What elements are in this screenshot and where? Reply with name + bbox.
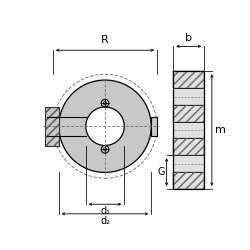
Circle shape: [59, 80, 151, 172]
Bar: [173, 122, 204, 138]
Bar: [173, 155, 204, 172]
Text: b: b: [185, 32, 192, 42]
Bar: [173, 138, 204, 155]
Bar: [151, 116, 157, 136]
Text: d₁: d₁: [100, 206, 110, 216]
Text: G: G: [157, 167, 165, 177]
Bar: [45, 107, 59, 146]
Circle shape: [86, 107, 124, 146]
Text: d₂: d₂: [100, 216, 110, 226]
Bar: [45, 107, 59, 146]
Bar: [173, 138, 204, 155]
Text: R: R: [101, 36, 109, 46]
Bar: [173, 88, 204, 105]
Bar: [173, 105, 204, 122]
Bar: [173, 72, 204, 88]
Bar: [173, 72, 204, 189]
Text: m: m: [215, 125, 226, 135]
Bar: [173, 172, 204, 189]
Bar: [173, 72, 204, 88]
Bar: [173, 172, 204, 189]
Bar: [173, 105, 204, 122]
